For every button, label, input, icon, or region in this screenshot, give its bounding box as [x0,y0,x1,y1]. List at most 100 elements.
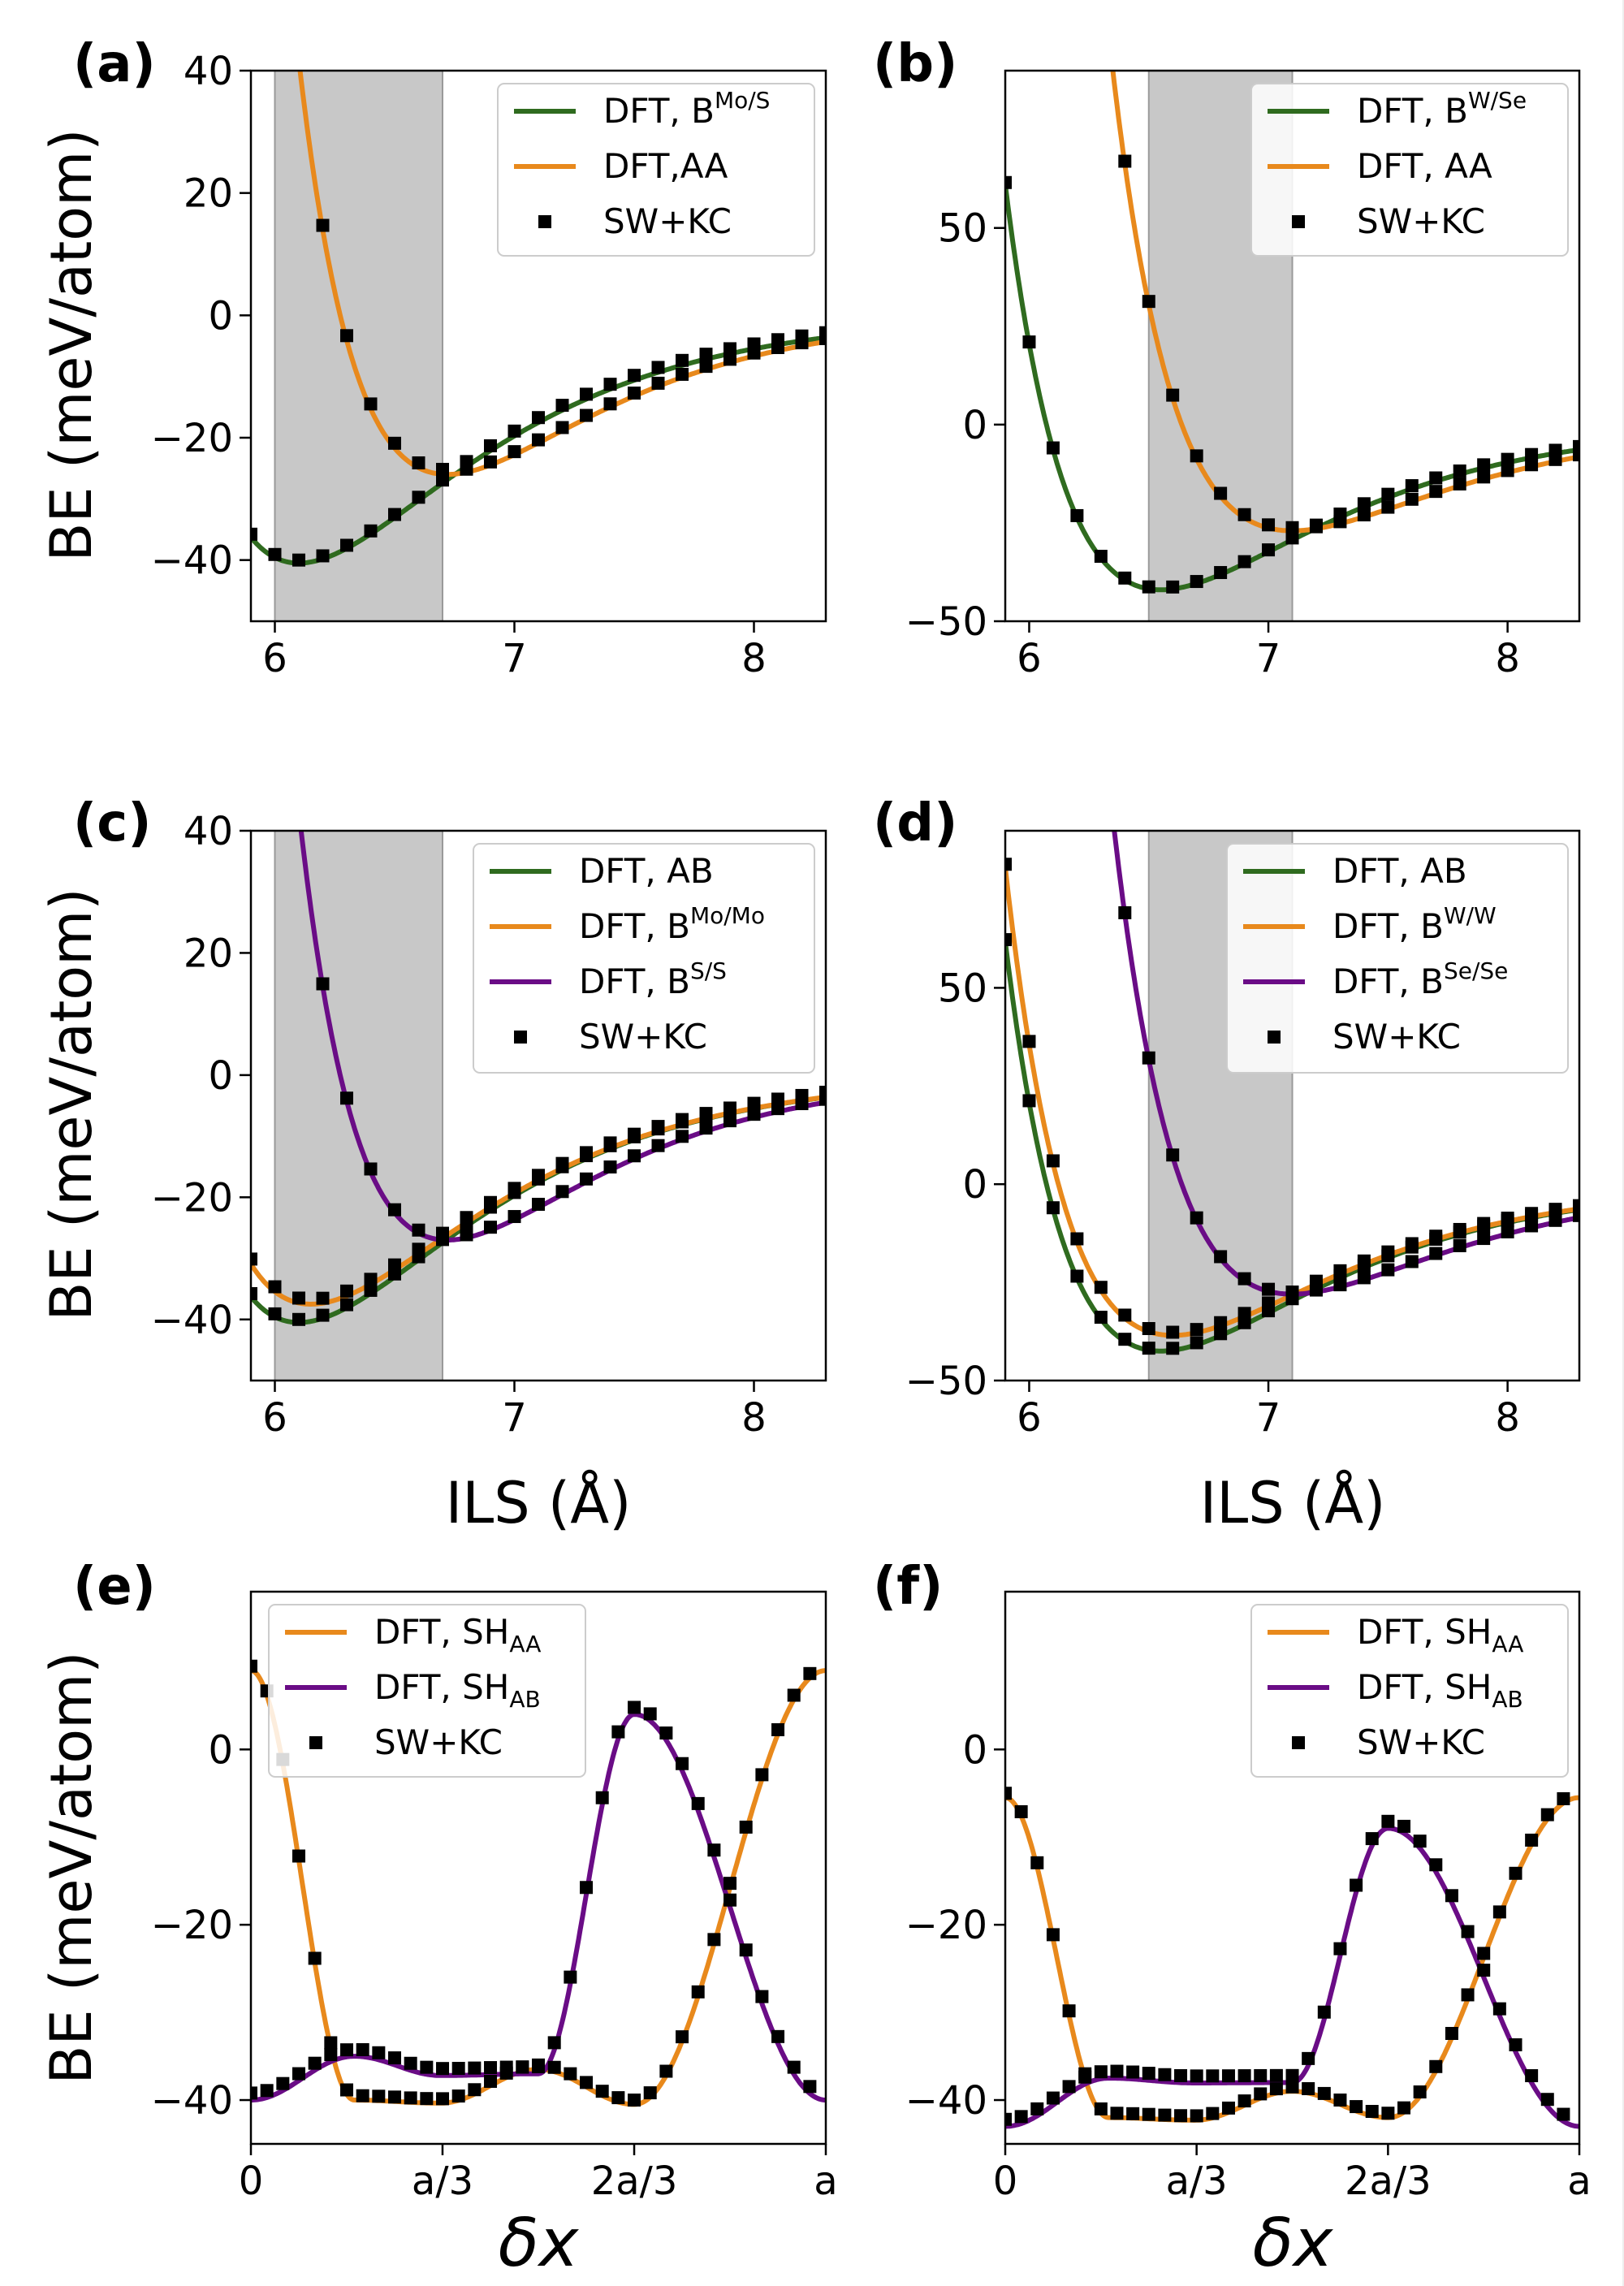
data-point [268,1307,282,1320]
data-point [1142,2107,1155,2121]
data-point [1078,2070,1092,2084]
data-point [1237,2094,1251,2108]
data-point [699,1107,713,1121]
data-point [292,2067,306,2081]
data-point [316,977,330,991]
data-point [747,1096,761,1110]
data-point [388,2051,402,2065]
data-point [1110,2064,1124,2078]
data-point [308,1951,322,1965]
data-point [580,408,593,422]
data-point [1214,1316,1228,1329]
data-point [1573,1199,1579,1212]
legend-superscript: Se/Se [1444,957,1508,984]
data-point [1118,1333,1132,1346]
data-point [412,1223,425,1237]
x-tick-label: 7 [502,1395,527,1441]
legend-marker [1268,1031,1281,1044]
data-point [747,337,761,351]
data-point [260,2084,274,2098]
data-point [1269,2068,1283,2082]
x-tick-label: 8 [1495,636,1520,681]
data-point [1429,2059,1443,2073]
data-point [1357,508,1371,522]
data-point [1540,2093,1554,2107]
data-point [1429,1229,1443,1243]
data-point [468,2061,482,2075]
data-point [1254,2068,1268,2082]
data-point [1397,1819,1411,1833]
shaded-region [274,70,443,622]
data-point [1030,1856,1044,1869]
data-point [787,2060,801,2074]
y-tick-label: −40 [905,2078,987,2124]
data-point [1005,858,1012,871]
legend-subscript: AB [509,1686,540,1713]
data-point [659,2064,673,2078]
data-point [676,353,689,367]
data-point [292,1291,305,1305]
data-point [412,490,425,504]
data-point [1206,2107,1220,2120]
data-point [603,1136,617,1150]
data-point [532,2060,546,2074]
legend-label: SW+KC [579,1017,707,1057]
x-axis-label: ILS (Å) [446,1470,632,1536]
data-point [1142,2067,1155,2081]
data-point [1573,448,1579,462]
sw-kc-markers [1005,154,1579,594]
data-point [1190,1211,1203,1225]
data-point [699,348,713,361]
x-tick-label: 0 [239,2159,264,2204]
x-tick-label: 7 [1256,1395,1281,1441]
data-point [1333,1942,1347,1955]
data-point [1548,1203,1562,1216]
x-tick-label: a/3 [1166,2159,1228,2204]
data-point [1237,508,1251,521]
data-point [723,1893,737,1907]
data-point [1309,518,1323,532]
data-point [547,2060,561,2074]
data-point [1302,2082,1315,2096]
x-tick-label: 7 [502,636,527,681]
data-point [1118,905,1132,919]
data-point [1509,1866,1522,1880]
y-tick-label: 0 [208,1053,233,1099]
data-point [1413,1834,1427,1848]
data-point [723,1877,737,1891]
data-point [651,376,665,390]
page-edge-rule [1622,0,1624,2286]
data-point [771,1723,785,1737]
data-point [580,1146,593,1160]
x-tick-label: 8 [741,636,767,681]
x-tick-label: a/3 [412,2159,473,2204]
y-tick-label: 20 [184,171,233,217]
y-tick-label: 50 [938,966,987,1011]
panel-b: 6 7 8 −50 0 50 (b) DFT, BW/Se DFT, AA SW+KC [873,34,1581,681]
data-point [388,508,401,521]
data-point [484,1195,497,1209]
legend-box [268,1604,586,1778]
data-point [1142,295,1155,309]
data-point [723,352,736,366]
sw-kc-markers [251,218,826,567]
data-point [316,1291,330,1305]
legend-label: DFT, AA [1357,146,1492,186]
data-point [676,1130,689,1143]
x-tick-label: 2a/3 [1345,2159,1432,2204]
data-point [1501,1225,1514,1238]
data-point [364,397,378,411]
legend: DFT, BMo/S DFT,AA SW+KC [497,83,815,257]
data-point [1262,1296,1276,1310]
data-point [1461,1925,1475,1938]
data-point [388,1203,401,1216]
data-point [1445,2026,1458,2040]
data-point [364,524,378,538]
data-point [771,2029,785,2043]
data-point [308,2056,322,2070]
data-point [1525,447,1539,461]
legend-superscript: W/Se [1468,87,1527,114]
data-point [595,2085,609,2098]
data-point [691,1985,705,1999]
